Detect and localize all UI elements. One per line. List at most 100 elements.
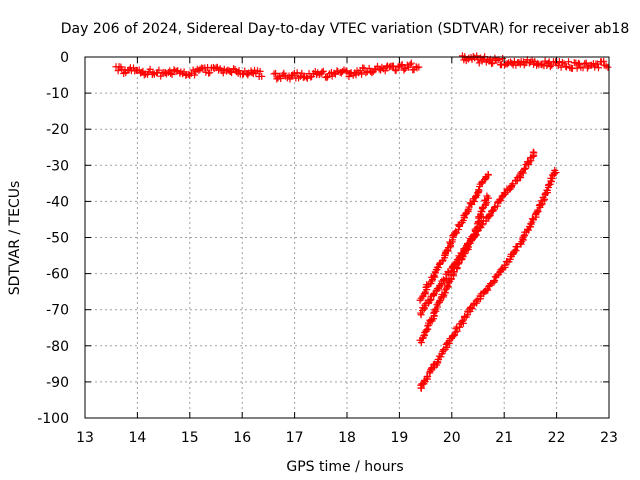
data-point-marker — [484, 286, 492, 294]
data-point-marker — [272, 69, 280, 77]
data-point-marker — [446, 239, 454, 247]
data-point-marker — [286, 75, 294, 83]
x-tick-label: 21 — [495, 430, 513, 446]
data-point-marker — [191, 71, 199, 79]
data-point-marker — [362, 69, 370, 77]
x-tick-label: 20 — [443, 430, 461, 446]
data-point-marker — [114, 67, 122, 75]
data-point-marker — [604, 63, 612, 71]
data-point-marker — [426, 297, 434, 305]
data-point-marker — [277, 75, 285, 83]
x-axis-ticks: 13 14 15 16 17 18 19 20 21 22 23 — [76, 57, 618, 446]
data-point-marker — [432, 269, 440, 277]
data-point-marker — [323, 74, 331, 82]
series-track-4 — [417, 166, 560, 392]
x-tick-label: 17 — [286, 430, 304, 446]
data-point-marker — [434, 264, 442, 272]
y-tick-label: -30 — [46, 158, 69, 174]
data-point-marker — [343, 68, 351, 76]
x-tick-label: 23 — [600, 430, 618, 446]
data-point-marker — [406, 61, 414, 69]
data-point-marker — [140, 71, 148, 79]
y-tick-label: -40 — [46, 194, 69, 210]
data-point-marker — [407, 59, 415, 67]
data-point-marker — [427, 365, 435, 373]
data-point-marker — [537, 197, 545, 205]
data-point-marker — [437, 353, 445, 361]
data-point-marker — [452, 325, 460, 333]
data-point-marker — [473, 52, 481, 60]
data-point-marker — [554, 62, 562, 70]
series-track-1 — [416, 170, 492, 304]
x-axis-label: GPS time / hours — [286, 459, 403, 475]
data-point-marker — [458, 317, 466, 325]
data-point-marker — [434, 284, 442, 292]
data-point-marker — [289, 71, 297, 79]
data-point-marker — [499, 55, 507, 63]
grid-lines — [85, 57, 609, 418]
data-point-marker — [558, 58, 566, 66]
y-tick-label: -10 — [46, 86, 69, 102]
data-point-marker — [521, 164, 529, 172]
data-point-marker — [488, 60, 496, 68]
chart-title: Day 206 of 2024, Sidereal Day-to-day VTE… — [61, 21, 630, 37]
data-point-marker — [381, 67, 389, 75]
data-point-marker — [475, 186, 483, 194]
data-point-marker — [389, 62, 397, 70]
data-point-marker — [422, 327, 430, 335]
data-point-marker — [318, 68, 326, 76]
y-tick-label: 0 — [60, 50, 69, 66]
data-point-marker — [358, 70, 366, 78]
data-point-marker — [397, 62, 405, 70]
data-point-marker — [256, 67, 264, 75]
y-axis-label: SDTVAR / TECUs — [7, 181, 23, 296]
data-point-marker — [461, 250, 469, 258]
data-point-marker — [392, 67, 400, 75]
data-point-marker — [453, 264, 461, 272]
data-point-marker — [308, 73, 316, 81]
series-track-2 — [417, 148, 538, 319]
x-tick-label: 13 — [76, 430, 94, 446]
data-point-marker — [319, 67, 327, 75]
data-point-marker — [534, 59, 542, 67]
data-point-marker — [508, 181, 516, 189]
y-axis-ticks: 0 -10 -20 -30 -40 -50 -60 -70 -80 -90 -100 — [37, 50, 609, 427]
data-point-marker — [530, 149, 538, 157]
x-tick-label: 14 — [128, 430, 146, 446]
data-point-marker — [497, 197, 505, 205]
data-point-marker — [528, 215, 536, 223]
x-tick-label: 18 — [338, 430, 356, 446]
x-tick-label: 19 — [390, 430, 408, 446]
data-point-marker — [467, 235, 475, 243]
data-point-marker — [595, 64, 603, 72]
series-band-c — [458, 52, 612, 73]
data-point-marker — [401, 65, 409, 73]
data-point-marker — [491, 276, 499, 284]
series-band-b — [270, 59, 423, 83]
data-point-marker — [484, 171, 492, 179]
data-point-marker — [463, 245, 471, 253]
data-point-marker — [400, 66, 408, 74]
data-point-marker — [501, 261, 509, 269]
data-point-marker — [546, 63, 554, 71]
y-tick-label: -100 — [37, 411, 69, 427]
data-point-marker — [298, 69, 306, 77]
data-point-marker — [562, 63, 570, 71]
x-tick-label: 22 — [548, 430, 566, 446]
data-point-marker — [368, 69, 376, 77]
data-point-marker — [574, 59, 582, 67]
data-point-marker — [519, 169, 527, 177]
data-point-marker — [228, 69, 236, 77]
x-tick-label: 16 — [233, 430, 251, 446]
data-point-marker — [510, 57, 518, 65]
data-point-marker — [529, 148, 537, 156]
y-tick-label: -70 — [46, 303, 69, 319]
data-point-marker — [303, 74, 311, 82]
x-tick-label: 15 — [181, 430, 199, 446]
data-point-marker — [157, 72, 165, 80]
data-point-marker — [464, 206, 472, 214]
y-tick-label: -20 — [46, 122, 69, 138]
data-point-marker — [551, 166, 559, 174]
series-band-a — [112, 63, 266, 80]
data-point-marker — [565, 58, 573, 66]
